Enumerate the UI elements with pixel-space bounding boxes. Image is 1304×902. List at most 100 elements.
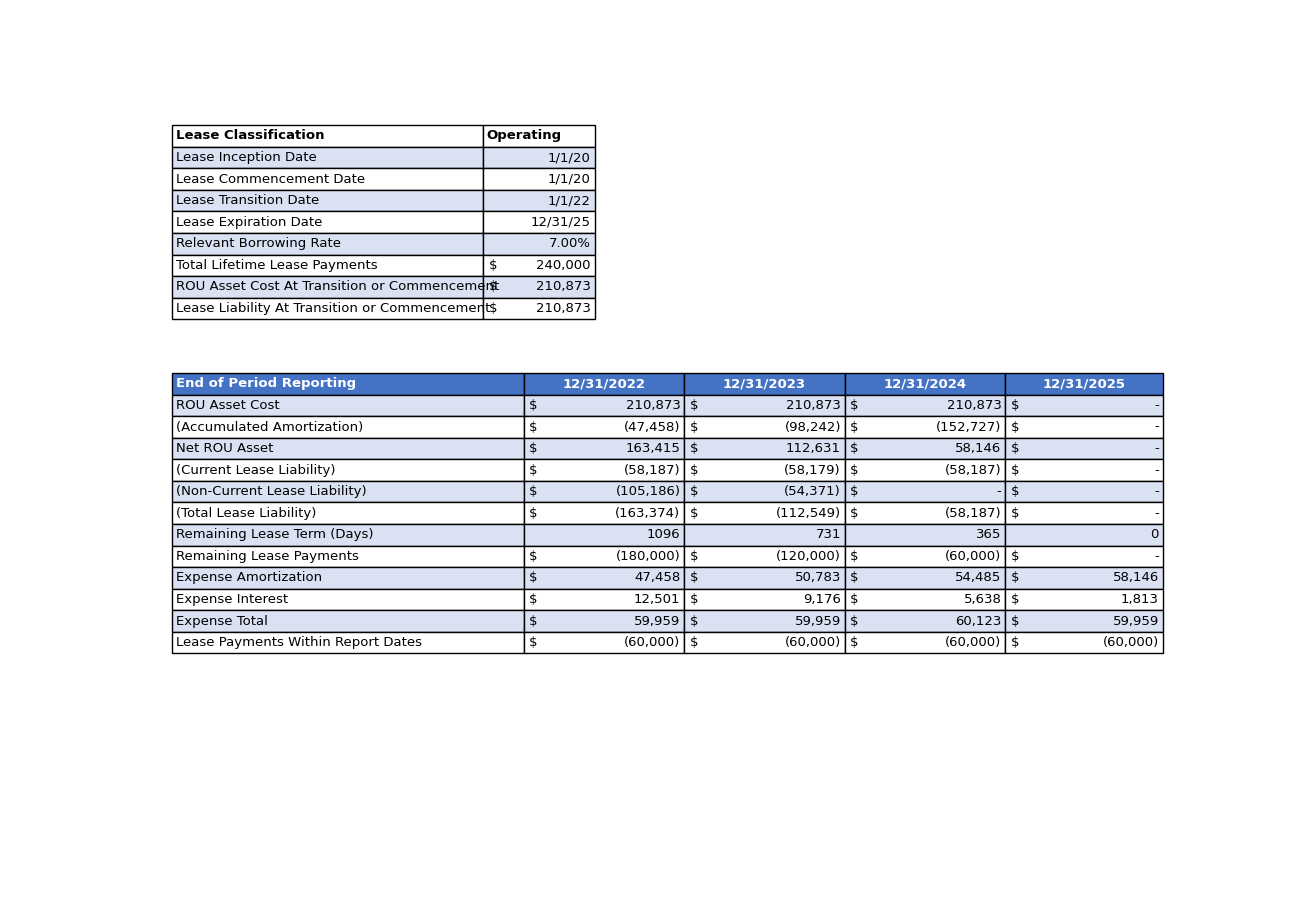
Bar (1005, 459, 1163, 481)
Bar (172, 233, 482, 254)
Text: $: $ (1011, 593, 1020, 606)
Text: -: - (996, 485, 1001, 498)
Text: (Accumulated Amortization): (Accumulated Amortization) (176, 420, 364, 434)
Text: $: $ (1011, 442, 1020, 456)
Text: (163,374): (163,374) (615, 507, 681, 520)
Text: -: - (1154, 485, 1159, 498)
Bar (845, 611, 1005, 631)
Text: ROU Asset Cost: ROU Asset Cost (176, 399, 280, 412)
Text: 1/1/20: 1/1/20 (548, 151, 591, 164)
Bar (845, 546, 1005, 567)
Bar (172, 395, 524, 416)
Bar (482, 254, 595, 276)
Bar (524, 395, 685, 416)
Bar (1005, 416, 1163, 437)
Text: (105,186): (105,186) (615, 485, 681, 498)
Bar (685, 481, 845, 502)
Text: $: $ (850, 593, 859, 606)
Bar (1005, 481, 1163, 502)
Bar (685, 524, 845, 546)
Text: Lease Payments Within Report Dates: Lease Payments Within Report Dates (176, 636, 422, 649)
Text: Lease Expiration Date: Lease Expiration Date (176, 216, 322, 229)
Text: (47,458): (47,458) (625, 420, 681, 434)
Bar (482, 298, 595, 319)
Text: 210,873: 210,873 (536, 302, 591, 315)
Text: (Non-Current Lease Liability): (Non-Current Lease Liability) (176, 485, 366, 498)
Text: $: $ (1011, 420, 1020, 434)
Bar (1005, 373, 1163, 395)
Bar (172, 567, 524, 589)
Text: -: - (1154, 399, 1159, 412)
Text: $: $ (529, 420, 537, 434)
Bar (524, 373, 685, 395)
Text: 59,959: 59,959 (1112, 614, 1159, 628)
Bar (482, 125, 595, 147)
Text: 58,146: 58,146 (955, 442, 1001, 456)
Text: $: $ (1011, 636, 1020, 649)
Bar (1005, 546, 1163, 567)
Text: -: - (1154, 442, 1159, 456)
Text: $: $ (850, 614, 859, 628)
Text: $: $ (690, 593, 698, 606)
Bar (1005, 589, 1163, 611)
Text: (120,000): (120,000) (776, 550, 841, 563)
Text: (60,000): (60,000) (785, 636, 841, 649)
Bar (524, 567, 685, 589)
Text: Remaining Lease Term (Days): Remaining Lease Term (Days) (176, 529, 374, 541)
Text: Lease Liability At Transition or Commencement: Lease Liability At Transition or Commenc… (176, 302, 490, 315)
Text: Expense Amortization: Expense Amortization (176, 572, 322, 584)
Bar (172, 125, 482, 147)
Text: Total Lifetime Lease Payments: Total Lifetime Lease Payments (176, 259, 378, 272)
Bar (524, 437, 685, 459)
Bar (685, 631, 845, 653)
Text: $: $ (1011, 464, 1020, 476)
Text: 210,873: 210,873 (947, 399, 1001, 412)
Text: $: $ (690, 420, 698, 434)
Bar (685, 373, 845, 395)
Text: 365: 365 (975, 529, 1001, 541)
Text: 12/31/25: 12/31/25 (531, 216, 591, 229)
Text: -: - (1154, 420, 1159, 434)
Text: 50,783: 50,783 (794, 572, 841, 584)
Text: $: $ (529, 399, 537, 412)
Bar (1005, 524, 1163, 546)
Text: 12/31/2023: 12/31/2023 (722, 377, 806, 391)
Bar (845, 481, 1005, 502)
Bar (1005, 631, 1163, 653)
Text: (152,727): (152,727) (936, 420, 1001, 434)
Bar (1005, 567, 1163, 589)
Bar (482, 169, 595, 189)
Text: $: $ (529, 507, 537, 520)
Text: (54,371): (54,371) (784, 485, 841, 498)
Text: (60,000): (60,000) (1103, 636, 1159, 649)
Text: 12/31/2022: 12/31/2022 (562, 377, 645, 391)
Bar (685, 546, 845, 567)
Text: 163,415: 163,415 (626, 442, 681, 456)
Bar (172, 589, 524, 611)
Text: 54,485: 54,485 (955, 572, 1001, 584)
Text: Net ROU Asset: Net ROU Asset (176, 442, 274, 456)
Text: (58,187): (58,187) (945, 507, 1001, 520)
Text: 5,638: 5,638 (964, 593, 1001, 606)
Text: $: $ (850, 399, 859, 412)
Text: 12/31/2025: 12/31/2025 (1042, 377, 1125, 391)
Bar (482, 147, 595, 169)
Bar (845, 373, 1005, 395)
Text: $: $ (1011, 572, 1020, 584)
Text: 210,873: 210,873 (626, 399, 681, 412)
Text: 731: 731 (815, 529, 841, 541)
Bar (172, 254, 482, 276)
Text: $: $ (690, 485, 698, 498)
Bar (845, 567, 1005, 589)
Bar (1005, 437, 1163, 459)
Text: $: $ (690, 614, 698, 628)
Text: -: - (1154, 507, 1159, 520)
Bar (685, 459, 845, 481)
Text: (112,549): (112,549) (776, 507, 841, 520)
Bar (172, 276, 482, 298)
Text: 60,123: 60,123 (955, 614, 1001, 628)
Bar (172, 298, 482, 319)
Text: $: $ (1011, 399, 1020, 412)
Text: 12,501: 12,501 (634, 593, 681, 606)
Text: (60,000): (60,000) (625, 636, 681, 649)
